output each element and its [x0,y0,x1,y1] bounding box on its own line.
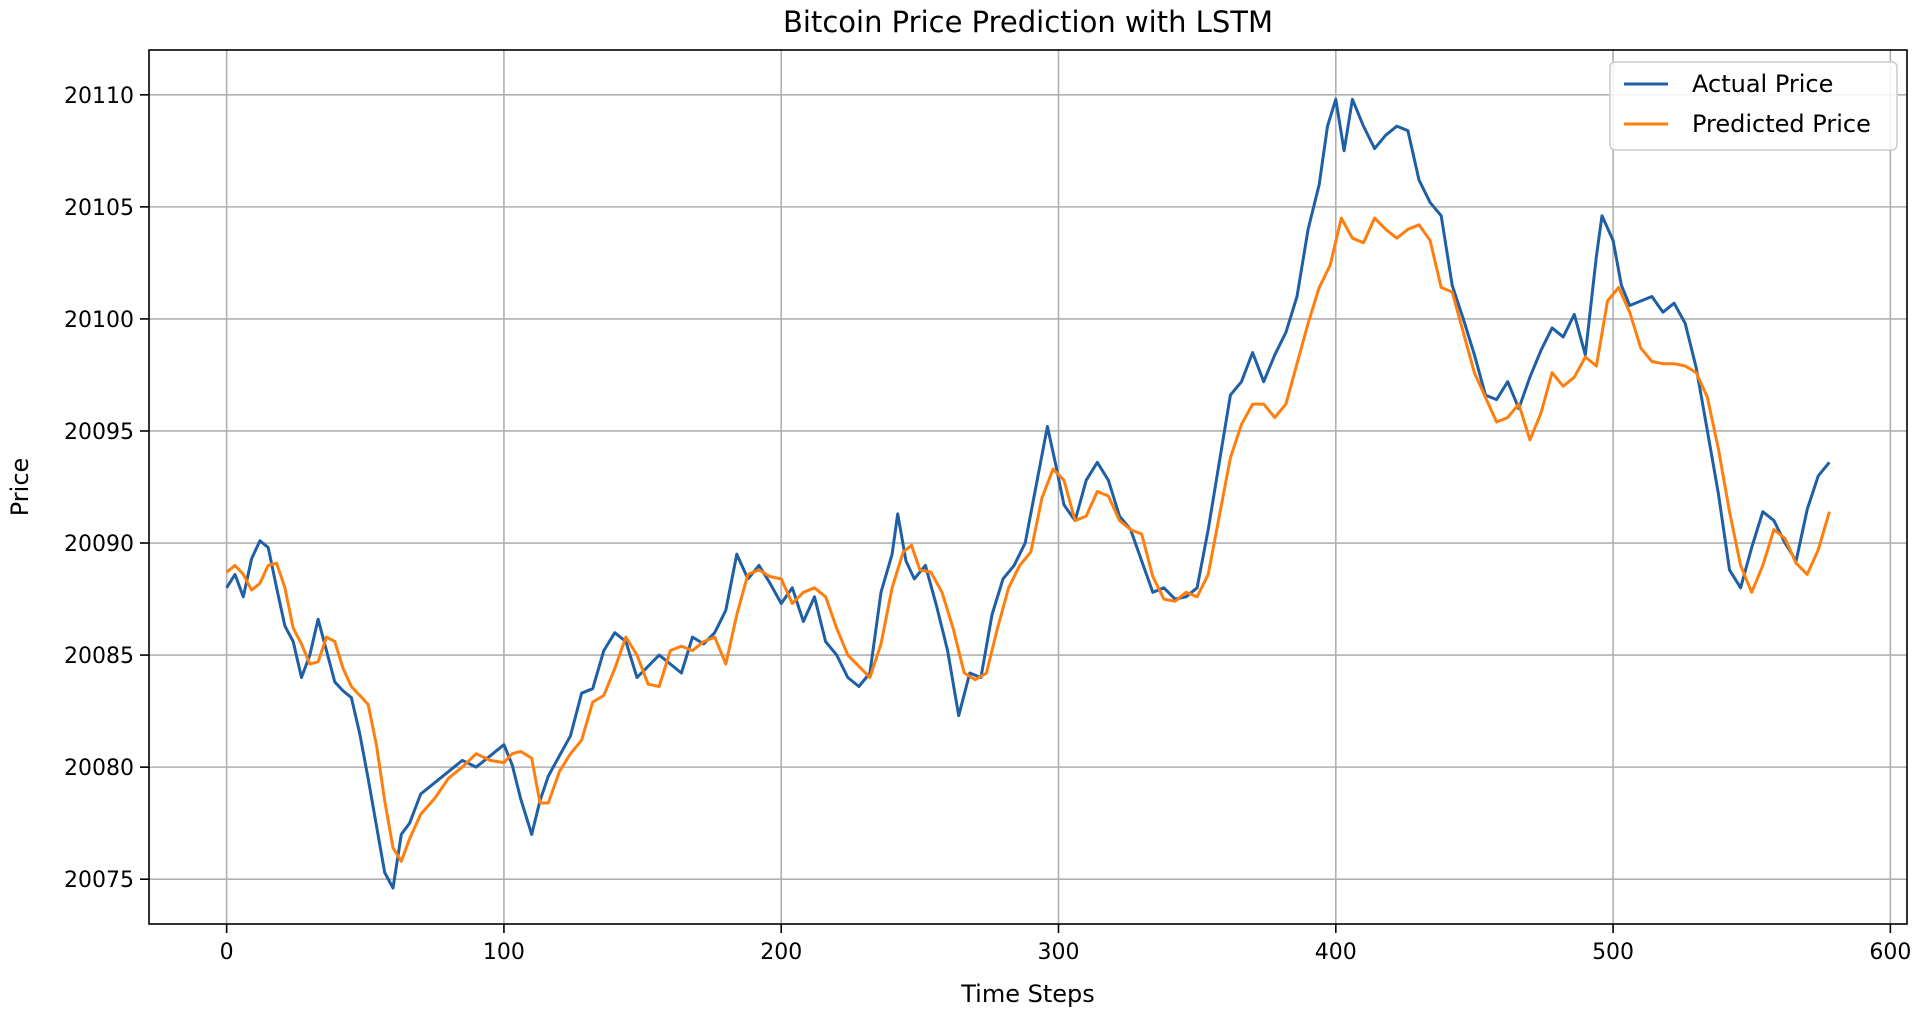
series-line-actual-price [225,97,1831,890]
x-tick-label: 400 [1315,940,1357,965]
y-tick-label: 20105 [64,196,134,221]
y-tick-label: 20085 [64,644,134,669]
x-tick-label: 100 [483,940,525,965]
y-tick-label: 20075 [64,868,134,893]
x-tick-label: 500 [1592,940,1634,965]
x-tick-label: 0 [220,940,234,965]
chart-title: Bitcoin Price Prediction with LSTM [783,5,1273,39]
series-line-predicted-price [225,216,1831,863]
legend-box [1609,61,1898,151]
y-tick-label: 20100 [64,308,134,333]
x-tick-label: 300 [1038,940,1080,965]
y-axis-label: Price [6,458,34,517]
legend-entry: Actual Price [1692,70,1833,98]
plot-frame [148,49,1908,925]
x-tick-label: 600 [1869,940,1911,965]
grid [149,50,1907,924]
y-tick-label: 20110 [64,84,134,109]
legend-entry: Predicted Price [1692,110,1871,138]
ticks: 0 100 200 300 400 500 600 20075 20080 20085 20090 2… [64,84,1911,965]
x-tick-label: 200 [760,940,802,965]
series-lines [225,97,1831,890]
y-tick-label: 20095 [64,420,134,445]
legend: Actual Price Predicted Price [1609,61,1898,151]
y-tick-label: 20090 [64,532,134,557]
y-tick-label: 20080 [64,756,134,781]
x-axis-label: Time Steps [960,980,1095,1008]
